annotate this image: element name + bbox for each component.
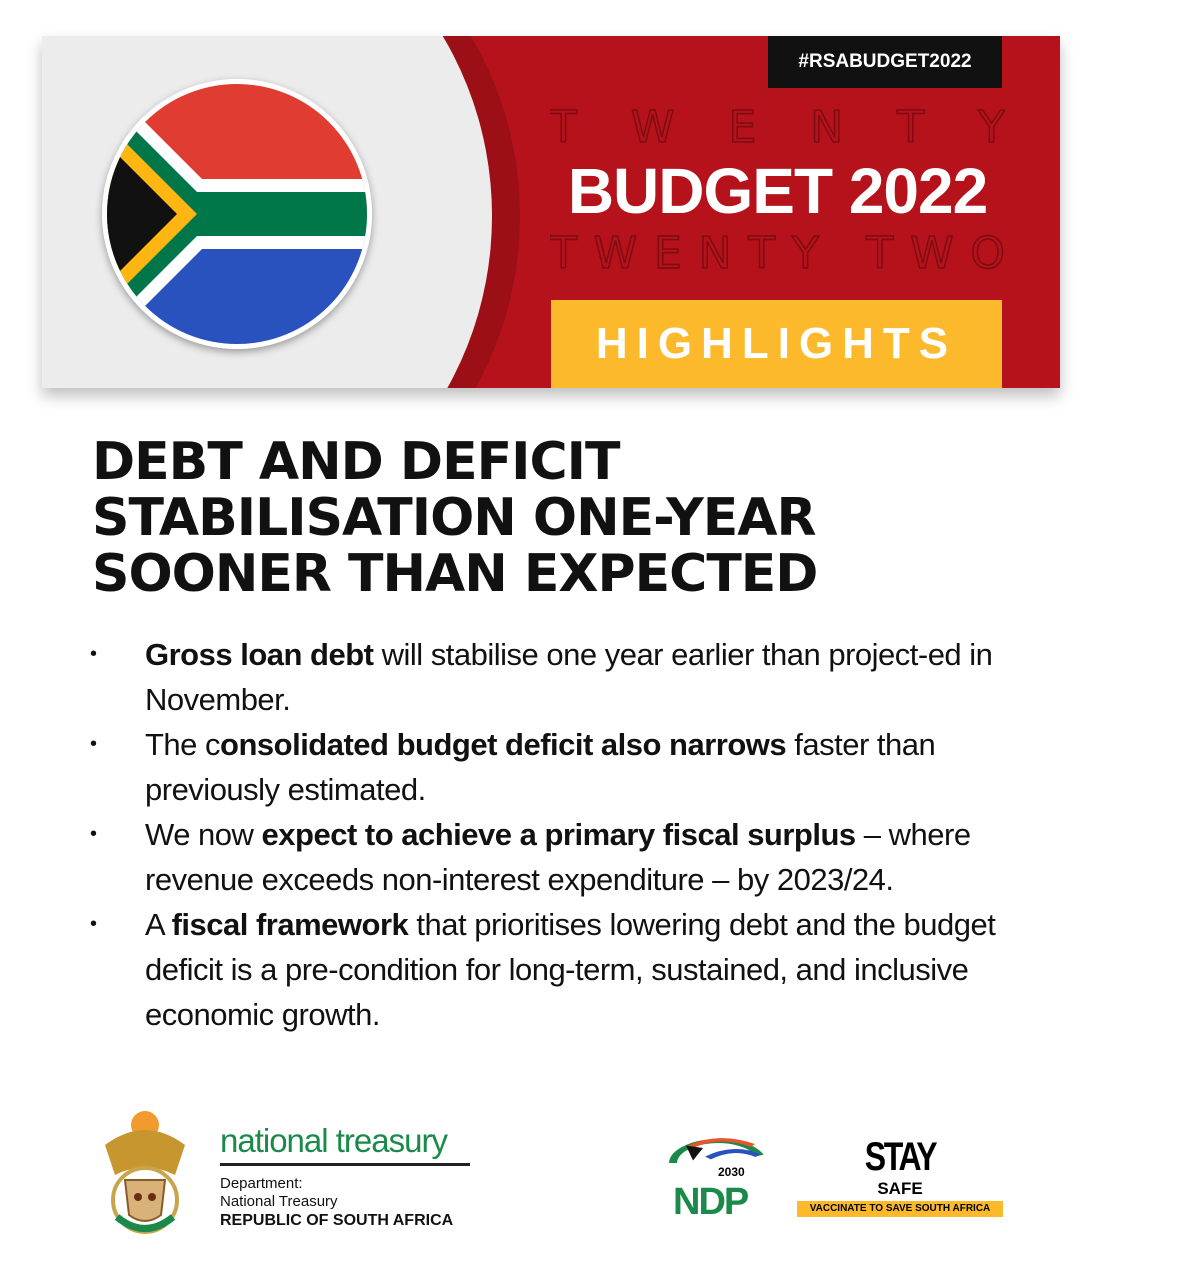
bullet-icon: • [90, 913, 97, 935]
text: We now [145, 817, 262, 852]
ghost-letter: O [970, 230, 1005, 278]
ghost-letter: T [896, 104, 925, 152]
list-item: • We now expect to achieve a primary fisc… [90, 812, 1020, 902]
ghost-letter: T [550, 230, 578, 278]
safe-text: SAFE [877, 1179, 923, 1198]
department-text: Department: National Treasury REPUBLIC O… [220, 1175, 453, 1231]
text: faster than previously estimated. [145, 727, 936, 807]
list-item: • The consolidated budget deficit also na… [90, 722, 1020, 812]
bold-text: expect to achieve a primary fiscal surpl… [261, 817, 857, 852]
ndp-logo: 2030 NDP [668, 1133, 763, 1228]
bullet-icon: • [90, 643, 97, 665]
ghost-letter: T [866, 230, 894, 278]
bold-text: fiscal framework [171, 907, 409, 942]
ghost-letter: T [748, 230, 776, 278]
ghost-letter: W [909, 230, 954, 278]
ghost-letter: T [550, 104, 578, 152]
bullet-list: • Gross loan debt will stabilise one year… [90, 632, 1020, 1037]
bullet-icon: • [90, 733, 97, 755]
ghost-letter: W [593, 230, 638, 278]
bullet-icon: • [90, 823, 97, 845]
banner-title: BUDGET 2022 [567, 155, 988, 227]
list-item: • Gross loan debt will stabilise one year… [90, 632, 1020, 722]
south-africa-flag-icon [102, 79, 372, 349]
ghost-letter: E [728, 104, 757, 152]
ndp-year: 2030 [718, 1165, 745, 1179]
hashtag-badge: #RSABUDGET2022 [768, 36, 1002, 88]
page-heading: DEBT AND DEFICIT STABILISATION ONE-YEAR … [92, 432, 818, 604]
highlights-label: HIGHLIGHTS [551, 300, 1002, 388]
bold-text: onsolidated budget deficit also narrows [220, 727, 787, 762]
dept-line: Department: [220, 1175, 303, 1192]
text: The c [145, 727, 221, 762]
ghost-letter: N [810, 104, 844, 152]
heading-line: STABILISATION ONE-YEAR [92, 488, 817, 548]
coat-of-arms-icon [105, 1111, 185, 1234]
ghost-letter [836, 230, 850, 278]
text: that prioritises lowering debt and the b… [145, 907, 996, 1032]
dept-line: REPUBLIC OF SOUTH AFRICA [220, 1212, 454, 1229]
heading-line: SOONER THAN EXPECTED [92, 544, 818, 604]
text: will stabilise one year earlier than pro… [145, 637, 993, 717]
vaccinate-banner: VACCINATE TO SAVE SOUTH AFRICA [797, 1201, 1003, 1217]
ndp-flag-arc-icon [669, 1138, 763, 1163]
ghost-letter: E [653, 230, 682, 278]
bold-text: Gross loan debt [145, 637, 374, 672]
text: A [145, 907, 172, 942]
ndp-text: NDP [673, 1181, 749, 1223]
text: – where revenue exceeds non-interest exp… [145, 817, 971, 897]
ghost-letter: N [698, 230, 732, 278]
footer-logos: national treasury Department: National T… [95, 1105, 1005, 1240]
stay-safe-logo: STAY SAFE VACCINATE TO SAVE SOUTH AFRICA [797, 1135, 1003, 1225]
heading-line: DEBT AND DEFICIT [92, 432, 620, 492]
national-treasury-wordmark: national treasury [220, 1121, 470, 1166]
ghost-letter: Y [791, 230, 819, 278]
ghost-letter: W [630, 104, 675, 152]
ghost-letter: Y [977, 104, 1005, 152]
stay-text: STAY [864, 1135, 938, 1179]
dept-line: National Treasury [220, 1193, 338, 1210]
list-item: • A fiscal framework that prioritises low… [90, 902, 1020, 1037]
